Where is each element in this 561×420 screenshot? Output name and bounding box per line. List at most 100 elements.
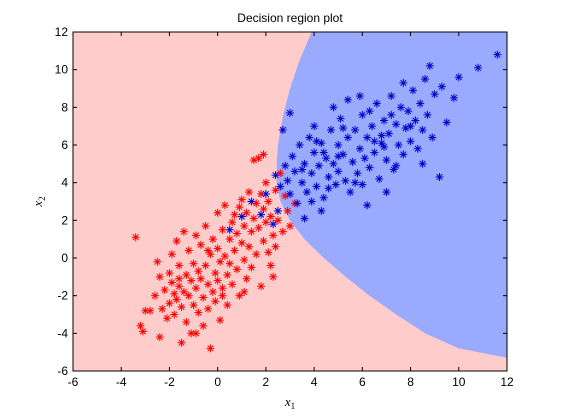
data-point-series-1 (167, 250, 176, 259)
data-point-series-2 (295, 141, 304, 149)
y-tick-label: 4 (61, 176, 68, 190)
data-point-series-1 (208, 287, 217, 296)
data-point-series-2 (399, 78, 408, 87)
data-point-series-2 (353, 169, 362, 178)
data-point-series-2 (421, 75, 430, 84)
y-tick-label: 2 (61, 213, 68, 227)
data-point-series-1 (199, 321, 208, 330)
data-point-series-2 (319, 148, 328, 157)
data-point-series-2 (346, 188, 355, 197)
data-point-series-1 (138, 327, 147, 336)
data-point-series-2 (336, 114, 345, 123)
data-point-series-2 (310, 122, 319, 131)
data-point-series-2 (425, 61, 434, 70)
data-point-series-1 (220, 201, 229, 210)
data-point-series-1 (175, 274, 184, 283)
data-point-series-1 (211, 269, 220, 278)
data-point-series-1 (204, 280, 213, 289)
data-point-series-2 (358, 110, 367, 119)
data-point-series-1 (206, 250, 215, 259)
data-point-series-2 (339, 124, 348, 133)
data-point-series-1 (177, 338, 186, 347)
axis-ticks: -6 -4 -2 0 2 4 6 8 10 12 -6 -4 -2 0 2 4 6 8 10 12 (55, 25, 514, 389)
data-point-series-2 (319, 193, 328, 202)
data-point-series-2 (276, 182, 285, 191)
y-axis-label: x2 (30, 196, 47, 207)
data-point-series-1 (235, 203, 244, 212)
data-point-series-2 (399, 150, 408, 159)
data-point-series-2 (343, 95, 352, 104)
data-point-series-1 (245, 242, 254, 251)
data-point-series-1 (146, 306, 155, 315)
data-point-series-2 (290, 167, 299, 176)
data-point-series-1 (264, 197, 273, 206)
data-point-series-1 (175, 282, 184, 291)
data-point-series-1 (240, 287, 249, 296)
y-tick-label: 12 (55, 25, 69, 39)
data-point-series-1 (237, 195, 246, 204)
x-tick-label: -4 (116, 375, 127, 389)
data-point-series-1 (225, 235, 234, 244)
data-point-series-1 (182, 318, 191, 327)
data-point-series-2 (380, 116, 389, 125)
data-point-series-2 (408, 86, 417, 95)
data-point-series-1 (201, 261, 210, 270)
data-point-series-2 (326, 125, 335, 134)
data-point-series-1 (179, 227, 188, 236)
data-point-series-1 (218, 291, 227, 300)
data-point-series-1 (230, 246, 239, 255)
data-point-series-1 (261, 218, 270, 227)
data-point-series-2 (334, 141, 343, 149)
data-point-series-2 (281, 161, 290, 170)
data-point-series-2 (360, 154, 369, 163)
data-point-series-1 (240, 221, 249, 230)
x-tick-label: 4 (311, 375, 318, 389)
data-point-series-2 (307, 197, 316, 206)
data-point-series-1 (271, 186, 280, 195)
data-point-series-1 (242, 274, 251, 283)
data-point-series-2 (392, 120, 401, 129)
data-point-series-1 (218, 284, 227, 293)
data-point-series-2 (273, 206, 282, 215)
data-point-series-2 (387, 92, 396, 101)
data-point-series-1 (194, 267, 203, 276)
y-tick-label: 6 (61, 138, 68, 152)
data-point-series-2 (312, 137, 321, 146)
x-tick-label: -2 (164, 375, 175, 389)
data-point-series-2 (435, 173, 444, 182)
data-point-series-1 (131, 233, 140, 242)
data-point-series-1 (206, 344, 215, 353)
data-point-series-1 (223, 270, 232, 279)
data-point-series-1 (182, 270, 191, 279)
data-point-series-2 (310, 148, 319, 157)
data-point-series-2 (288, 152, 297, 161)
data-point-series-2 (365, 107, 374, 116)
data-point-series-2 (363, 201, 372, 210)
data-point-series-1 (179, 287, 188, 296)
data-point-series-1 (165, 299, 174, 308)
data-point-series-1 (191, 231, 200, 240)
data-point-series-1 (266, 212, 275, 221)
data-point-series-1 (254, 223, 263, 232)
data-point-series-1 (228, 218, 237, 227)
data-point-series-1 (247, 227, 256, 236)
data-point-series-2 (247, 197, 256, 206)
data-point-series-1 (278, 227, 287, 236)
data-point-series-1 (269, 231, 278, 240)
data-point-series-1 (194, 308, 203, 317)
x-tick-label: 10 (452, 375, 466, 389)
data-point-series-2 (365, 163, 374, 172)
data-point-series-1 (189, 301, 198, 310)
data-point-series-1 (201, 221, 210, 230)
data-point-series-2 (269, 220, 278, 229)
y-tick-label: 8 (61, 100, 68, 114)
data-point-series-2 (307, 169, 316, 178)
data-point-series-2 (370, 148, 379, 157)
data-point-series-2 (351, 125, 360, 134)
data-point-series-1 (155, 272, 164, 281)
data-point-series-2 (377, 131, 386, 140)
data-point-series-2 (428, 133, 437, 142)
data-point-series-1 (271, 242, 280, 251)
y-tick-label: -2 (57, 289, 68, 303)
